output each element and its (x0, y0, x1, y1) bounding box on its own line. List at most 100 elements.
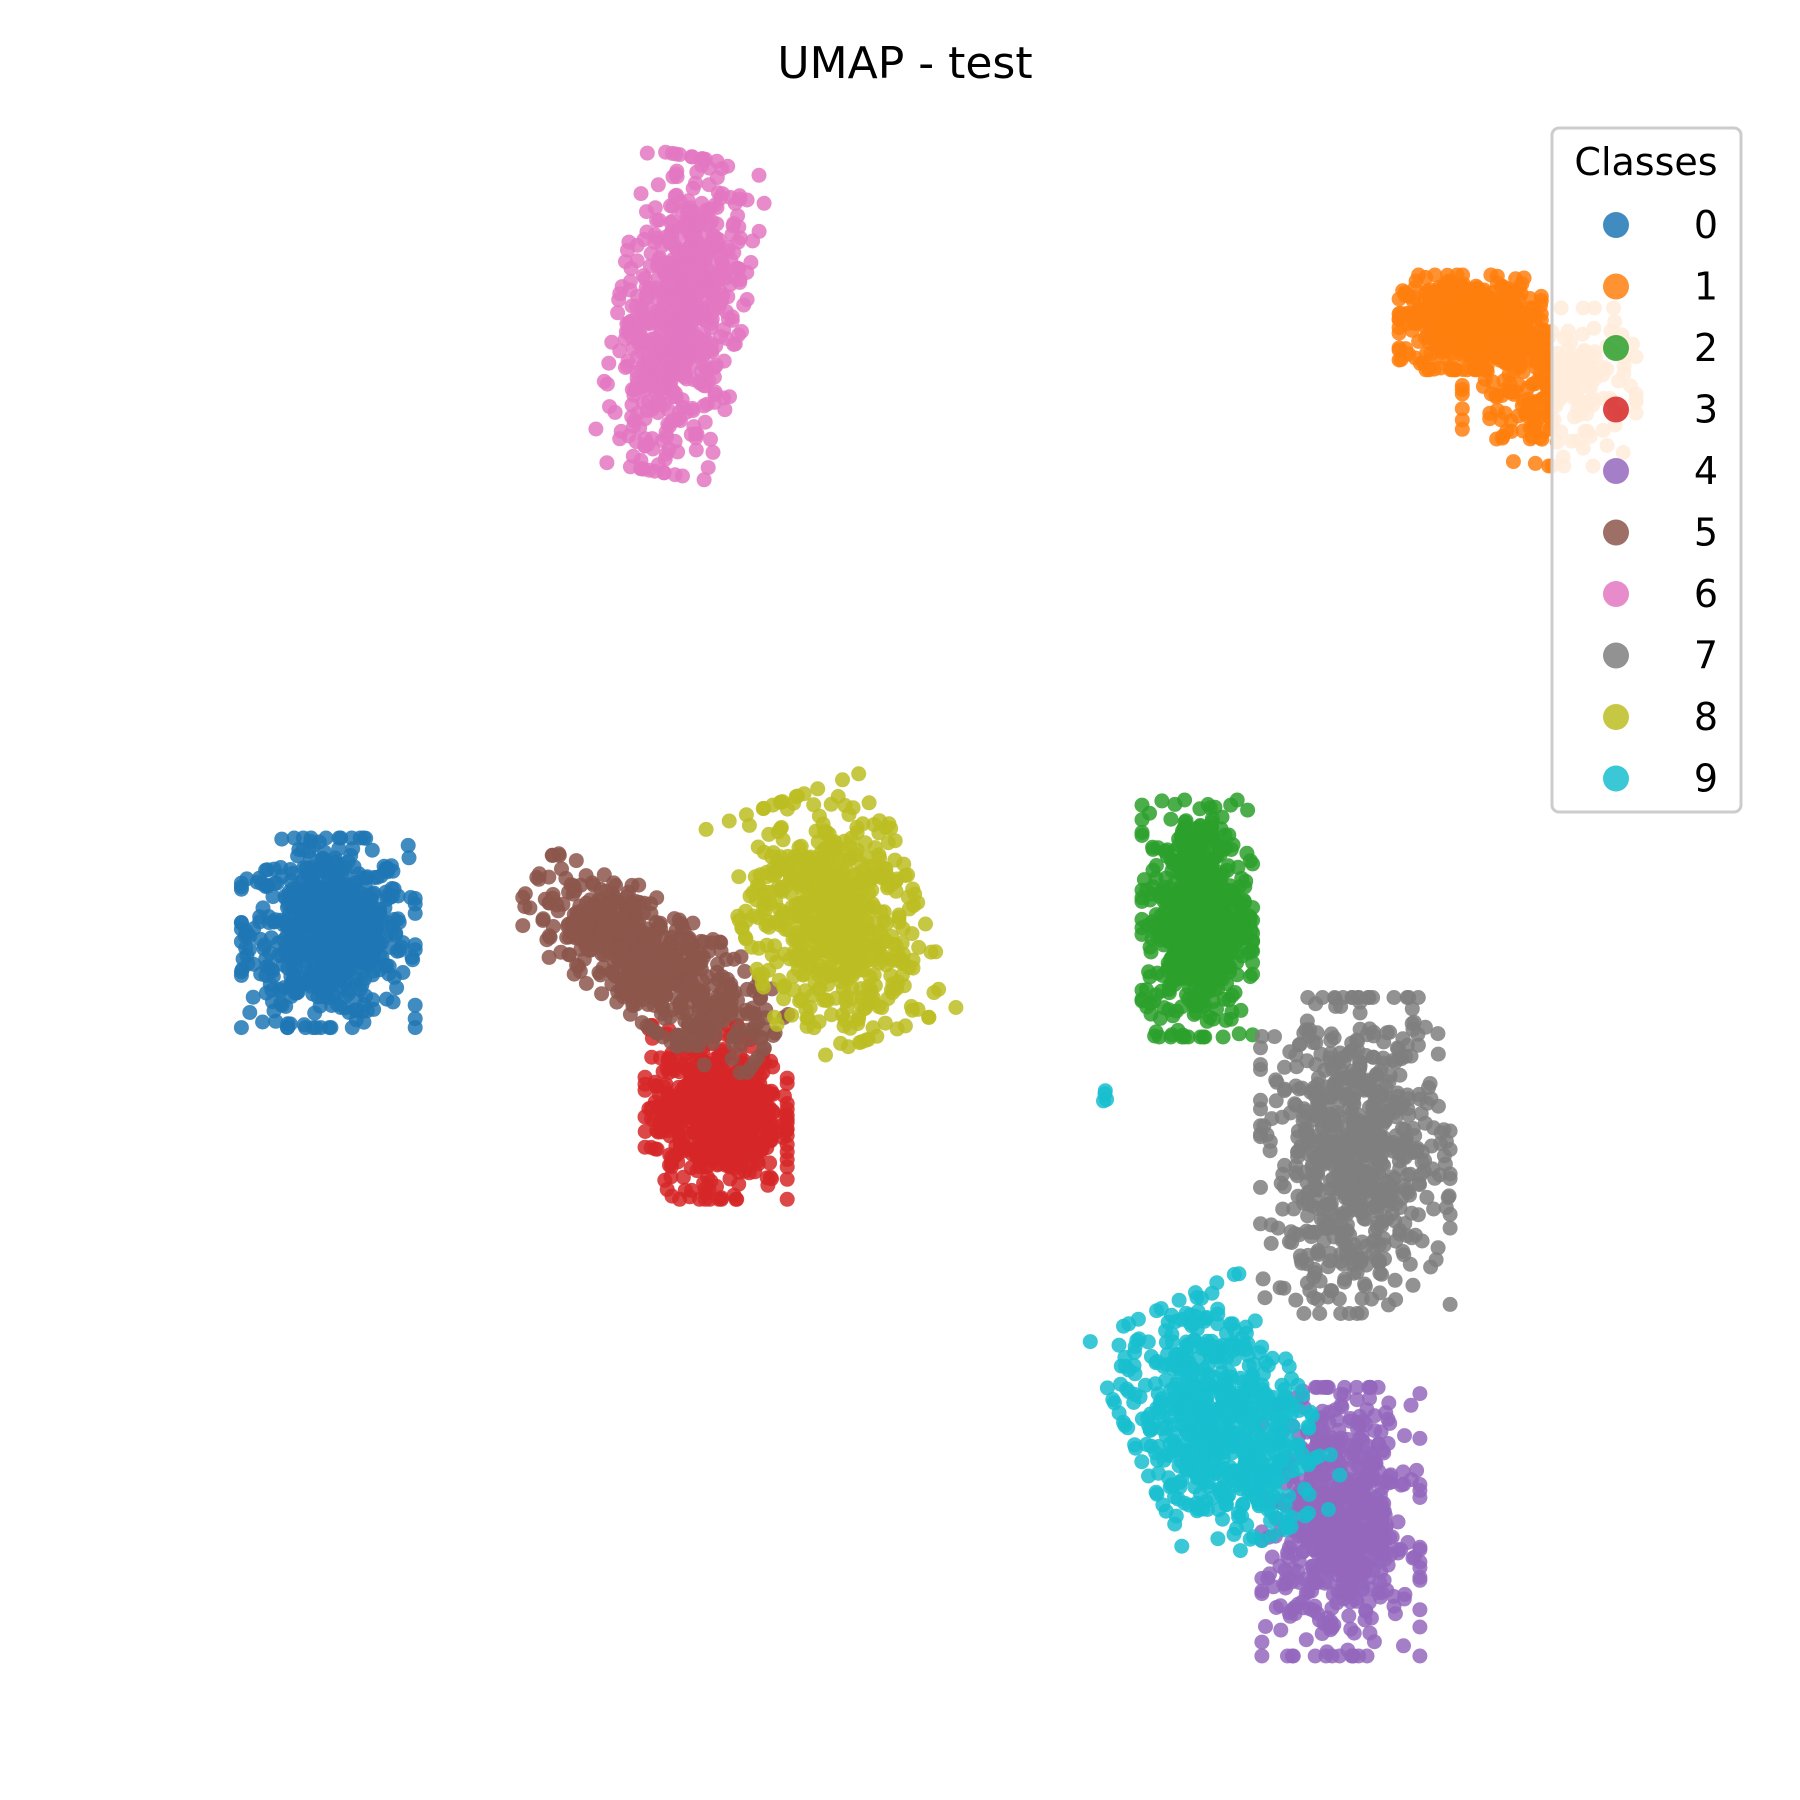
data-point-class-4 (1272, 1558, 1288, 1574)
data-point-class-0 (288, 959, 304, 975)
data-point-class-4 (1258, 1619, 1273, 1634)
data-point-class-1 (1506, 363, 1522, 379)
data-point-class-4 (1318, 1648, 1334, 1664)
data-point-class-5 (732, 1065, 748, 1081)
data-point-class-3 (779, 1159, 795, 1175)
data-point-class-5 (515, 918, 531, 934)
data-point-class-4 (1294, 1594, 1310, 1610)
data-point-class-0 (352, 949, 368, 965)
data-point-class-4 (1381, 1475, 1397, 1491)
data-point-class-4 (1344, 1578, 1360, 1594)
series-1 (1391, 267, 1644, 474)
data-point-class-6 (668, 337, 684, 353)
data-point-class-0 (303, 834, 319, 849)
data-point-class-0 (299, 926, 315, 942)
data-point-class-6 (628, 298, 644, 314)
data-point-class-6 (756, 195, 772, 211)
data-point-class-1 (1432, 324, 1448, 340)
data-point-class-1 (1454, 333, 1470, 349)
data-point-class-4 (1412, 1569, 1428, 1585)
data-point-class-4 (1329, 1567, 1345, 1583)
data-point-class-3 (727, 1078, 743, 1094)
data-point-class-0 (400, 837, 416, 853)
data-point-class-5 (657, 956, 673, 971)
data-point-class-3 (743, 1099, 759, 1114)
data-point-class-5 (621, 951, 637, 967)
data-point-class-7 (1395, 1243, 1411, 1259)
data-point-class-4 (1327, 1402, 1343, 1418)
data-point-class-7 (1302, 1283, 1318, 1298)
data-point-class-2 (1245, 856, 1261, 872)
data-point-class-6 (695, 151, 710, 167)
data-point-class-0 (407, 1020, 423, 1036)
data-point-class-1 (1477, 372, 1493, 387)
data-point-class-2 (1233, 1002, 1249, 1018)
data-point-class-4 (1370, 1379, 1386, 1395)
data-point-class-2 (1168, 971, 1184, 987)
data-point-class-6 (704, 213, 720, 229)
data-point-class-3 (666, 1062, 682, 1078)
data-point-class-6 (751, 167, 767, 183)
data-point-class-4 (1354, 1465, 1370, 1481)
data-point-class-2 (1163, 811, 1179, 827)
data-point-class-5 (668, 922, 684, 938)
data-point-class-0 (358, 830, 374, 846)
data-point-class-2 (1206, 923, 1222, 939)
data-point-class-4 (1397, 1586, 1413, 1602)
data-point-class-0 (268, 1013, 284, 1029)
data-point-class-0 (258, 951, 274, 967)
data-point-class-4 (1412, 1430, 1428, 1446)
data-point-class-1 (1427, 267, 1443, 283)
data-point-class-1 (1467, 361, 1483, 377)
data-point-class-3 (649, 1122, 665, 1138)
data-point-class-7 (1430, 1046, 1446, 1062)
data-point-class-4 (1387, 1606, 1403, 1622)
series-6 (588, 144, 772, 488)
data-point-class-2 (1202, 800, 1218, 816)
data-point-class-4 (1363, 1610, 1379, 1626)
data-point-class-0 (233, 967, 249, 983)
data-point-class-1 (1454, 421, 1470, 437)
data-point-class-0 (233, 1020, 249, 1036)
data-point-class-4 (1254, 1634, 1270, 1650)
data-point-class-6 (644, 378, 660, 394)
data-point-class-3 (752, 1137, 768, 1153)
data-point-class-6 (666, 290, 682, 306)
data-point-class-1 (1535, 341, 1551, 357)
data-point-class-0 (233, 881, 249, 897)
data-point-class-2 (1195, 964, 1211, 980)
data-point-class-1 (1537, 323, 1553, 339)
data-point-class-1 (1454, 386, 1470, 402)
data-point-class-0 (337, 1000, 353, 1016)
data-point-class-3 (707, 1088, 723, 1104)
plot-area (233, 144, 1644, 1664)
data-point-class-0 (246, 921, 262, 937)
data-point-class-0 (242, 1005, 258, 1020)
data-point-class-4 (1412, 1602, 1428, 1618)
data-point-class-6 (622, 459, 638, 475)
data-point-class-5 (725, 1036, 741, 1052)
data-point-class-0 (280, 940, 296, 956)
data-point-class-6 (708, 338, 724, 354)
data-point-class-6 (628, 434, 644, 450)
data-point-class-6 (713, 249, 729, 265)
data-point-class-6 (743, 255, 759, 270)
data-point-class-3 (760, 1177, 776, 1193)
data-point-class-2 (1229, 792, 1245, 808)
data-point-class-0 (367, 924, 383, 940)
data-point-class-6 (703, 431, 718, 447)
series-7 (1253, 990, 1458, 1321)
data-point-class-6 (618, 254, 633, 270)
data-point-class-5 (662, 936, 678, 952)
data-point-class-6 (655, 433, 670, 448)
data-point-class-3 (677, 1182, 693, 1198)
data-point-class-4 (1341, 1608, 1357, 1624)
data-point-class-4 (1254, 1570, 1270, 1586)
data-point-class-5 (602, 934, 618, 950)
data-point-class-4 (1254, 1586, 1270, 1602)
data-point-class-0 (319, 866, 335, 882)
data-point-class-4 (1383, 1547, 1399, 1562)
data-point-class-2 (1215, 971, 1231, 987)
data-point-class-2 (1211, 839, 1227, 855)
